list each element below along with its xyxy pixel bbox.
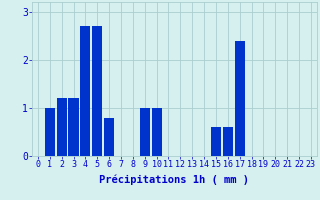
Bar bbox=[80, 26, 91, 156]
Bar bbox=[45, 108, 55, 156]
Bar bbox=[104, 117, 114, 156]
Bar bbox=[223, 127, 233, 156]
Bar bbox=[235, 40, 245, 156]
X-axis label: Précipitations 1h ( mm ): Précipitations 1h ( mm ) bbox=[100, 175, 249, 185]
Bar bbox=[152, 108, 162, 156]
Bar bbox=[140, 108, 150, 156]
Bar bbox=[211, 127, 221, 156]
Bar bbox=[57, 98, 67, 156]
Bar bbox=[68, 98, 79, 156]
Bar bbox=[92, 26, 102, 156]
